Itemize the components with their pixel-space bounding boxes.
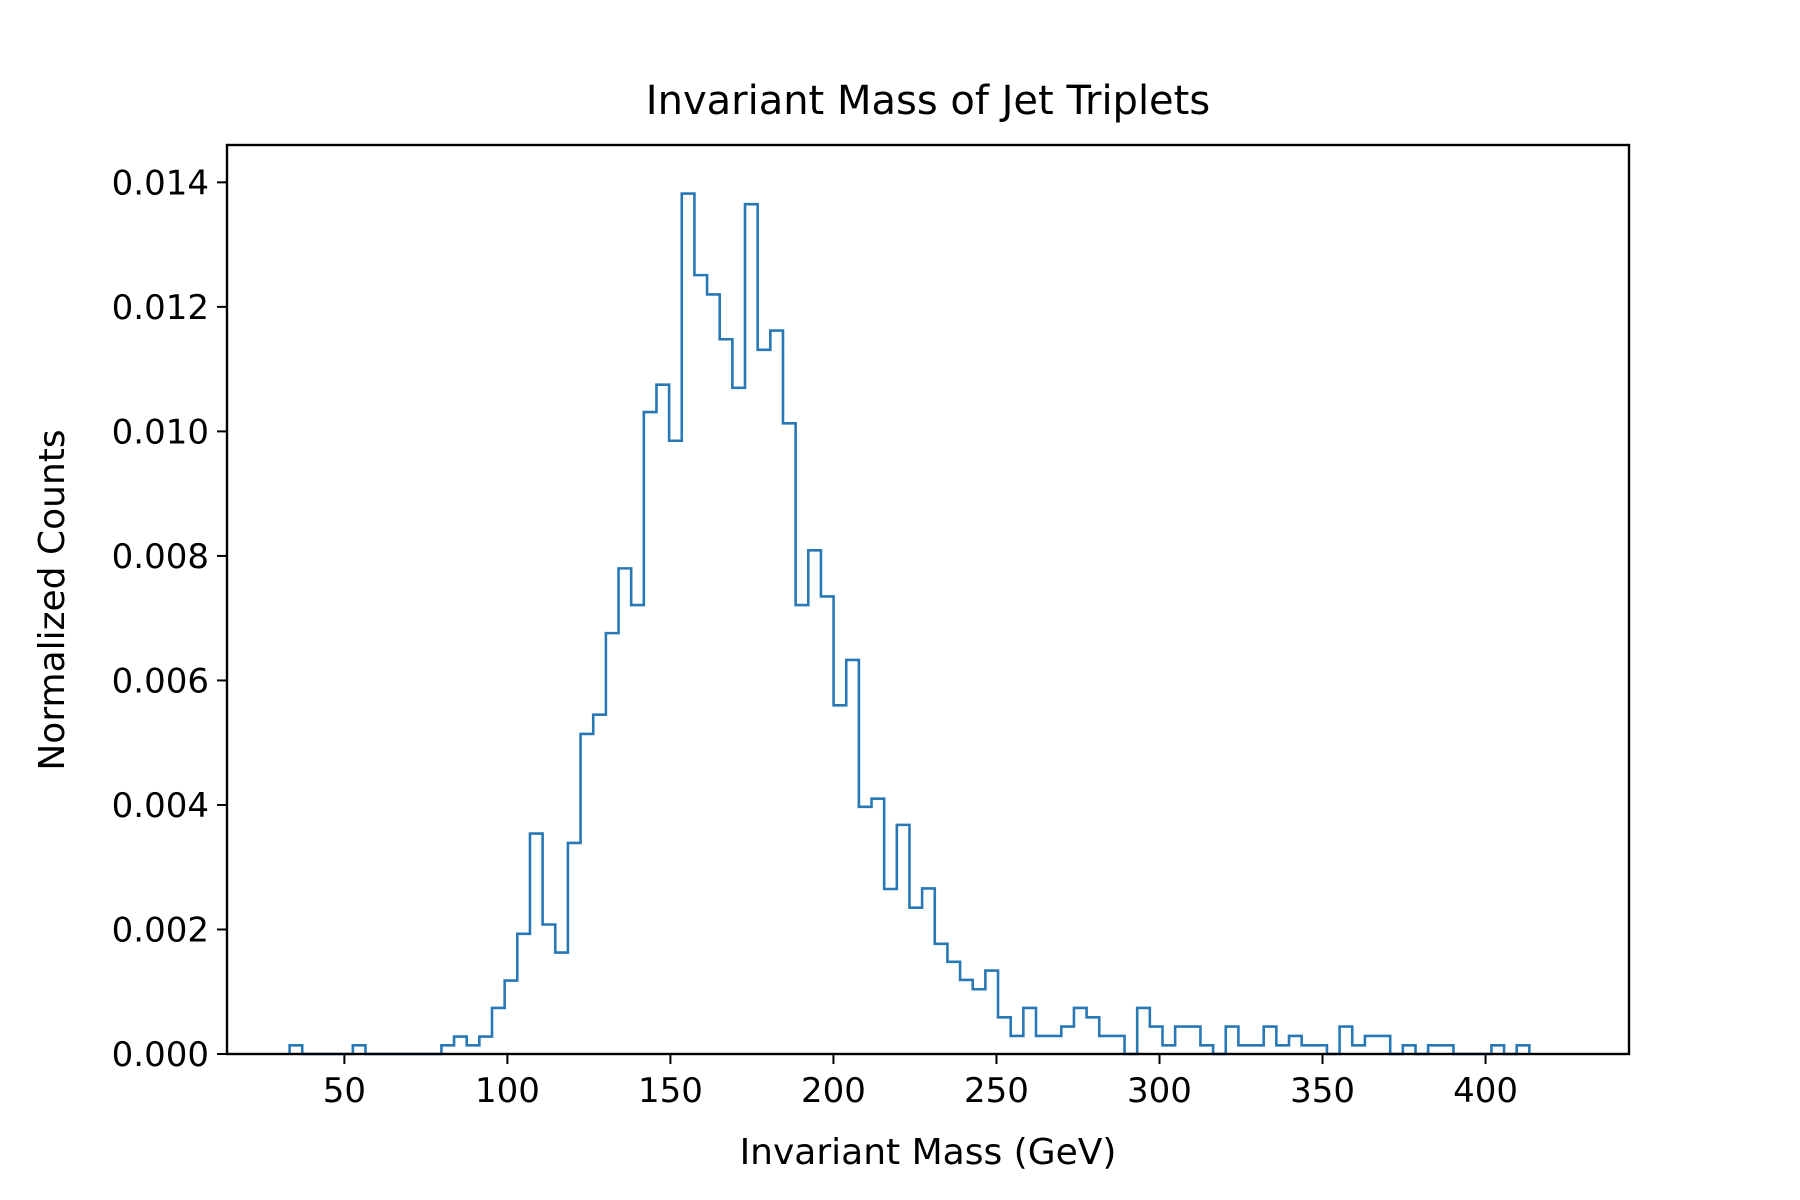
x-tick-label: 400 <box>1453 1071 1518 1111</box>
y-tick-label: 0.006 <box>112 661 209 701</box>
y-tick-label: 0.000 <box>112 1035 209 1075</box>
x-tick-label: 100 <box>475 1071 540 1111</box>
x-tick-label: 150 <box>638 1071 703 1111</box>
y-axis-label: Normalized Counts <box>32 429 73 770</box>
y-tick-label: 0.008 <box>112 537 209 577</box>
y-tick-label: 0.002 <box>112 910 209 950</box>
x-tick-label: 300 <box>1127 1071 1192 1111</box>
y-tick-label: 0.010 <box>112 412 209 452</box>
x-tick-label: 50 <box>323 1071 366 1111</box>
x-tick-label: 250 <box>964 1071 1029 1111</box>
x-axis-label: Invariant Mass (GeV) <box>740 1132 1117 1173</box>
y-tick-label: 0.004 <box>112 786 209 826</box>
chart-title: Invariant Mass of Jet Triplets <box>646 78 1210 124</box>
y-tick-label: 0.012 <box>112 288 209 328</box>
plot-frame <box>225 143 1631 1056</box>
histogram-step-line <box>288 192 1531 1056</box>
x-tick-label: 200 <box>801 1071 866 1111</box>
y-tick-label: 0.014 <box>112 163 209 203</box>
axis-ticks: 50 100 150 200 250 300 350 400 0.000 0.002 0.004 0.… <box>112 163 1518 1111</box>
x-tick-label: 350 <box>1290 1071 1355 1111</box>
